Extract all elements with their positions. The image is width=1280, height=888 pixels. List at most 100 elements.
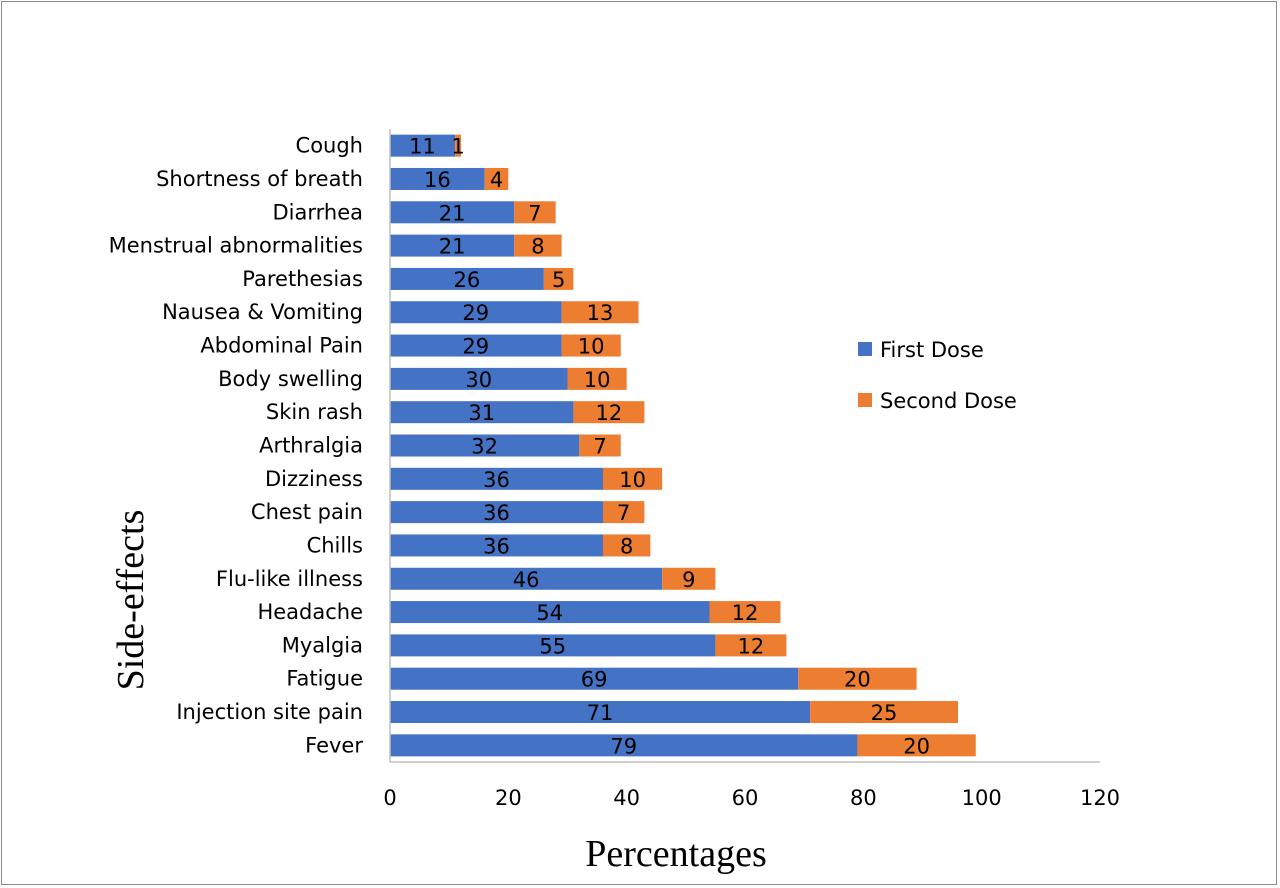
data-label-second-dose: 20: [903, 734, 930, 758]
bar-first-dose: [390, 301, 562, 324]
bar-first-dose: [390, 134, 456, 157]
data-label-second-dose: 7: [593, 435, 606, 459]
data-label-first-dose: 36: [483, 501, 510, 525]
bar-first-dose: [390, 401, 574, 424]
legend-label-first-dose: First Dose: [880, 338, 984, 362]
category-labels: Cough Shortness of breath Diarrhea Menstrua…: [109, 134, 364, 758]
x-axis-title: Percentages: [585, 833, 766, 875]
category-label: Injection site pain: [176, 700, 363, 724]
x-tick-label: 80: [850, 786, 877, 810]
bar-second-dose: [810, 701, 958, 724]
legend-swatch-first-dose: [858, 342, 872, 356]
bar-first-dose: [390, 601, 710, 624]
data-label-second-dose: 7: [617, 501, 630, 525]
bar-second-dose: [715, 634, 787, 657]
bar-second-dose: [514, 234, 562, 257]
bar-first-dose: [390, 534, 603, 557]
bars-group: [390, 134, 976, 757]
x-tick-label: 0: [383, 786, 396, 810]
x-tick-labels: 0 20 40 60 80 100 120: [383, 786, 1120, 810]
x-tick-label: 20: [495, 786, 522, 810]
bar-second-dose: [561, 301, 639, 324]
category-label: Chest pain: [251, 500, 363, 524]
bar-first-dose: [390, 267, 544, 290]
x-tick-label: 40: [613, 786, 640, 810]
data-label-second-dose: 12: [732, 601, 759, 625]
data-label-first-dose: 36: [483, 468, 510, 492]
category-label: Headache: [257, 600, 363, 624]
data-label-second-dose: 9: [682, 568, 695, 592]
category-label: Chills: [307, 533, 363, 557]
bar-first-dose: [390, 367, 568, 390]
bar-first-dose: [390, 234, 515, 257]
data-label-second-dose: 13: [587, 301, 614, 325]
bar-second-dose: [567, 367, 627, 390]
x-tick-label: 100: [962, 786, 1002, 810]
data-label-first-dose: 31: [468, 401, 495, 425]
data-label-first-dose: 36: [483, 534, 510, 558]
data-label-first-dose: 71: [587, 701, 614, 725]
data-label-first-dose: 11: [409, 135, 436, 159]
bar-second-dose: [603, 534, 651, 557]
category-label: Body swelling: [218, 367, 363, 391]
bar-first-dose: [390, 167, 485, 190]
bar-second-dose: [603, 467, 663, 490]
category-label: Myalgia: [282, 633, 363, 657]
data-label-first-dose: 46: [513, 568, 540, 592]
category-label: Diarrhea: [272, 200, 363, 224]
bar-second-dose: [603, 501, 645, 524]
bar-second-dose: [484, 167, 509, 190]
bar-second-dose: [455, 134, 461, 157]
bar-first-dose: [390, 634, 716, 657]
bar-second-dose: [543, 267, 574, 290]
bar-second-dose: [514, 201, 556, 224]
y-axis-title: Side-effects: [110, 510, 152, 691]
data-label-first-dose: 29: [462, 335, 489, 359]
bar-second-dose: [573, 401, 645, 424]
x-tick-label: 120: [1080, 786, 1120, 810]
data-label-second-dose: 25: [871, 701, 898, 725]
data-label-first-dose: 32: [471, 435, 498, 459]
data-label-second-dose: 10: [619, 468, 646, 492]
bar-second-dose: [798, 667, 917, 690]
bar-first-dose: [390, 467, 603, 490]
legend: First Dose Second Dose: [858, 338, 1017, 413]
data-label-second-dose: 8: [531, 235, 544, 259]
data-label-first-dose: 29: [462, 301, 489, 325]
bar-first-dose: [390, 667, 799, 690]
data-label-second-dose: 7: [528, 201, 541, 225]
category-label: Shortness of breath: [156, 167, 363, 191]
bar-first-dose: [390, 734, 858, 757]
category-label: Flu-like illness: [216, 567, 363, 591]
data-label-second-dose: 1: [451, 135, 464, 159]
data-label-first-dose: 55: [539, 634, 566, 658]
category-label: Parethesias: [242, 267, 363, 291]
bar-second-dose: [709, 601, 781, 624]
category-label: Menstrual abnormalities: [109, 234, 363, 258]
category-label: Cough: [296, 134, 363, 158]
legend-swatch-second-dose: [858, 393, 872, 407]
legend-label-second-dose: Second Dose: [880, 389, 1017, 413]
data-label-first-dose: 16: [424, 168, 451, 192]
bar-first-dose: [390, 701, 811, 724]
bar-first-dose: [390, 201, 515, 224]
data-label-second-dose: 12: [738, 634, 765, 658]
category-label: Skin rash: [266, 400, 363, 424]
data-label-first-dose: 26: [454, 268, 481, 292]
bar-second-dose: [857, 734, 976, 757]
data-label-second-dose: 12: [596, 401, 623, 425]
data-label-second-dose: 5: [552, 268, 565, 292]
bar-second-dose: [561, 334, 621, 357]
data-label-second-dose: 4: [490, 168, 503, 192]
data-label-first-dose: 69: [581, 668, 608, 692]
data-label-second-dose: 20: [844, 668, 871, 692]
bar-second-dose: [579, 434, 621, 457]
data-label-first-dose: 79: [610, 734, 637, 758]
data-label-second-dose: 8: [620, 534, 633, 558]
bar-first-dose: [390, 501, 603, 524]
bar-first-dose: [390, 334, 562, 357]
bar-second-dose: [662, 567, 716, 590]
data-label-second-dose: 10: [584, 368, 611, 392]
x-tick-label: 60: [732, 786, 759, 810]
